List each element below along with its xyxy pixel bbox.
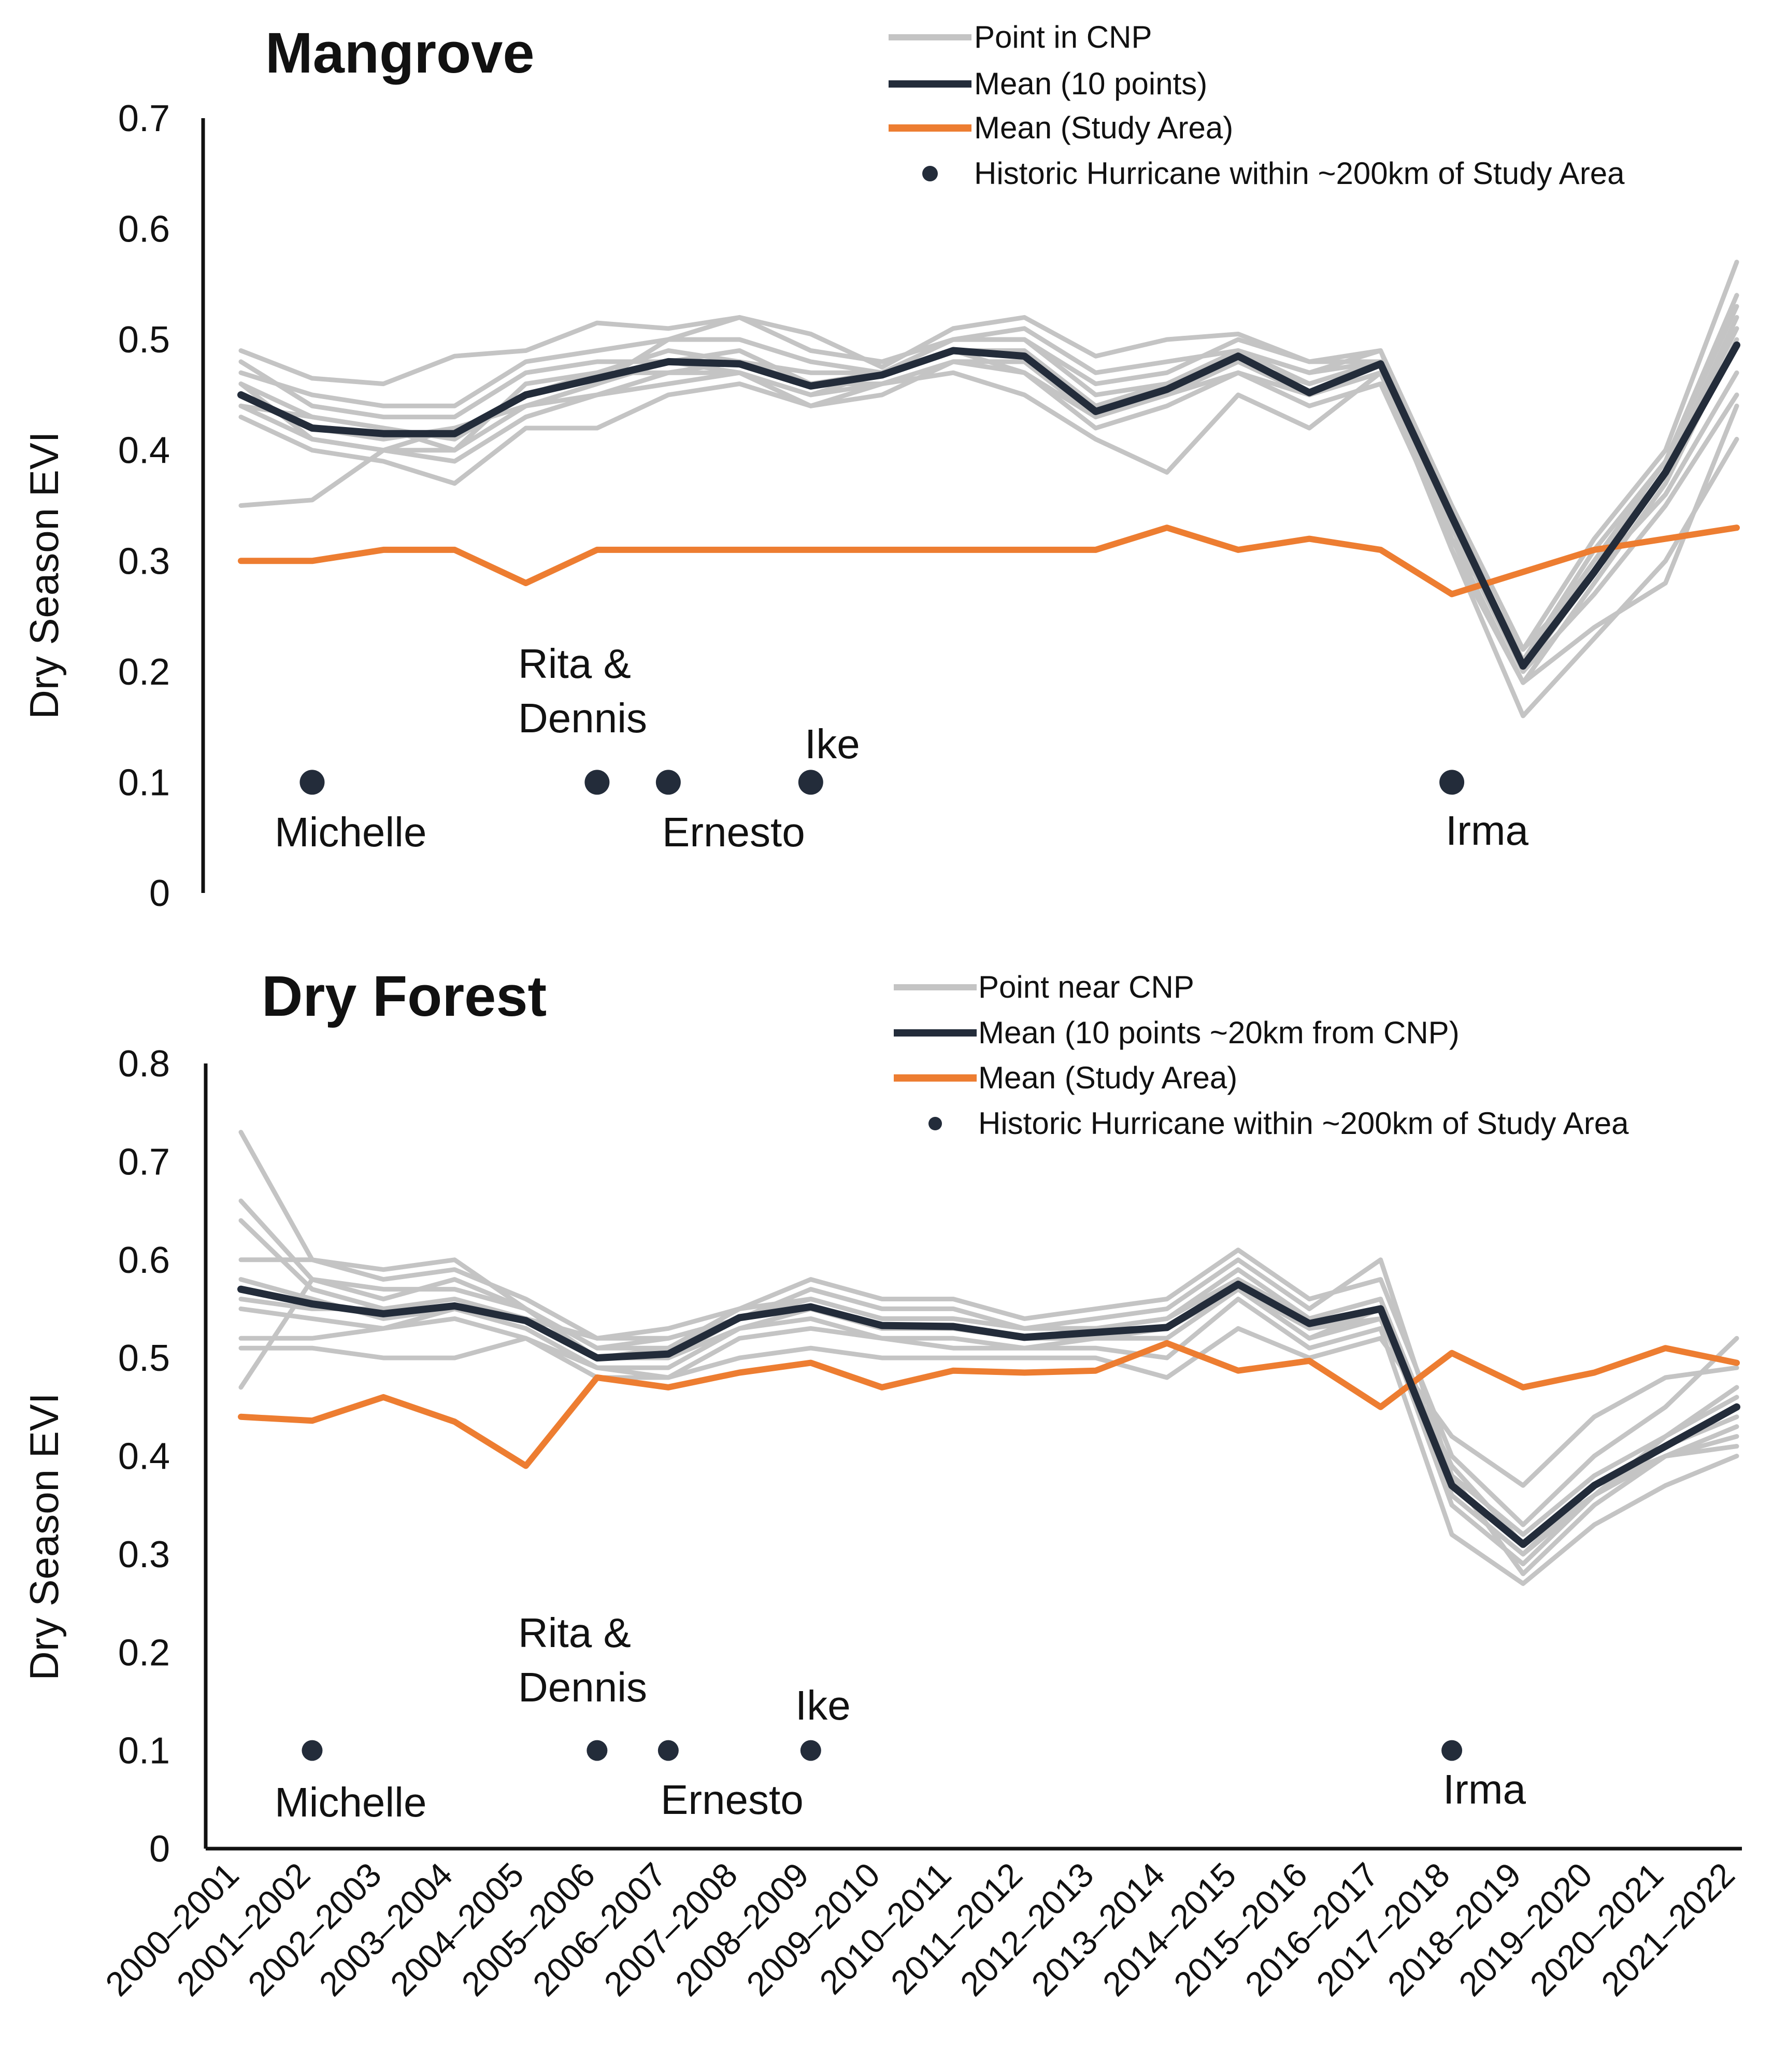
mangrove-series	[237, 260, 1740, 718]
mangrove-legend: Point in CNP Mean (10 points) Mean (Stud…	[889, 20, 1625, 191]
hurricane-marker	[657, 1740, 679, 1761]
hurricane-marker	[299, 770, 325, 795]
mangrove-y-ticks: 0 0.1 0.2 0.3 0.4 0.5 0.6 0.7	[118, 98, 170, 914]
y-tick-label: 0.5	[118, 1338, 170, 1379]
point-series-line	[238, 370, 1739, 718]
hurricane-marker	[587, 1740, 608, 1761]
point-series-line	[238, 1287, 1739, 1547]
point-series-line	[238, 315, 1739, 674]
legend-study-label: Mean (Study Area)	[974, 110, 1233, 145]
y-tick-label: 0.6	[118, 209, 170, 250]
mangrove-panel: Mangrove Dry Season EVI 0 0.1 0.2 0.3 0.4 0.5…	[21, 20, 1740, 914]
point-series-line	[238, 337, 1739, 685]
hurricane-label-ernesto: Ernesto	[661, 1777, 804, 1823]
y-tick-label: 0.4	[118, 1436, 170, 1478]
hurricane-label-ernesto: Ernesto	[662, 809, 805, 855]
y-tick-label: 0.3	[118, 1534, 170, 1576]
mangrove-hurricane-labels: Michelle Rita & Dennis Ernesto Ike Irma	[275, 641, 1529, 855]
y-tick-label: 0.7	[118, 1141, 170, 1183]
legend-mean-label: Mean (10 points)	[974, 66, 1207, 101]
dry-forest-y-ticks: 0 0.1 0.2 0.3 0.4 0.5 0.6 0.7 0.8	[118, 1043, 170, 1870]
legend-hurricane-marker	[928, 1117, 942, 1130]
y-tick-label: 0.3	[118, 541, 170, 582]
legend-point-label: Point near CNP	[978, 970, 1194, 1004]
hurricane-label-michelle: Michelle	[275, 809, 426, 855]
hurricane-marker	[798, 770, 823, 795]
y-tick-label: 0.4	[118, 430, 170, 472]
y-tick-label: 0.1	[118, 762, 170, 803]
y-tick-label: 0.2	[118, 651, 170, 693]
hurricane-label-rita-dennis-line2: Dennis	[518, 695, 647, 741]
hurricane-label-rita-dennis-line1: Rita &	[518, 1610, 631, 1656]
legend-mean-label: Mean (10 points ~20km from CNP)	[978, 1015, 1460, 1050]
legend-hurricane-marker	[922, 166, 938, 181]
dry-forest-title: Dry Forest	[262, 964, 547, 1028]
hurricane-marker	[1439, 770, 1465, 795]
legend-point-label: Point in CNP	[974, 20, 1152, 54]
point-series-line	[238, 1326, 1739, 1488]
hurricane-label-ike: Ike	[795, 1682, 851, 1728]
point-series-line	[238, 359, 1739, 652]
point-series-line	[238, 1198, 1739, 1577]
y-tick-label: 0.7	[118, 98, 170, 139]
legend-hurricane-label: Historic Hurricane within ~200km of Stud…	[978, 1106, 1629, 1141]
point-series-line	[238, 260, 1739, 652]
hurricane-label-irma: Irma	[1446, 807, 1529, 854]
legend-study-label: Mean (Study Area)	[978, 1060, 1237, 1095]
mangrove-y-axis-label: Dry Season EVI	[21, 432, 67, 719]
y-tick-label: 0	[149, 1828, 170, 1870]
mangrove-hurricanes	[299, 770, 1465, 795]
hurricane-marker	[584, 770, 610, 795]
dry-forest-hurricanes	[302, 1740, 1463, 1761]
dry-forest-legend: Point near CNP Mean (10 points ~20km fro…	[894, 970, 1629, 1141]
dry-forest-y-axis-label: Dry Season EVI	[21, 1393, 67, 1681]
point-series-line	[238, 326, 1739, 663]
dry-forest-series	[237, 1130, 1740, 1586]
study-area-series-line	[238, 524, 1740, 598]
study-area-series-line	[238, 1340, 1740, 1469]
dry-forest-panel: Dry Forest Dry Season EVI 00.10.20.30.40…	[21, 964, 1742, 2003]
y-tick-label: 0.2	[118, 1632, 170, 1673]
hurricane-label-ike: Ike	[805, 721, 860, 767]
dry-forest-x-ticks: 2000–20012001–20022002–20032003–20042004…	[98, 1855, 1742, 2004]
hurricane-marker	[1441, 1740, 1463, 1761]
dry-forest-hurricane-labels: Michelle Rita & Dennis Ernesto Ike Irma	[275, 1610, 1526, 1825]
mean-series-line	[237, 341, 1740, 670]
mangrove-title: Mangrove	[265, 21, 535, 85]
y-tick-label: 0	[149, 873, 170, 914]
hurricane-label-michelle: Michelle	[275, 1779, 426, 1825]
y-tick-label: 0.5	[118, 319, 170, 361]
y-tick-label: 0.6	[118, 1240, 170, 1281]
hurricane-marker	[655, 770, 681, 795]
legend-hurricane-label: Historic Hurricane within ~200km of Stud…	[974, 156, 1625, 191]
hurricane-marker	[302, 1740, 323, 1761]
point-series-line	[238, 1218, 1739, 1557]
hurricane-label-rita-dennis-line1: Rita &	[518, 641, 631, 687]
hurricane-label-irma: Irma	[1443, 1766, 1526, 1812]
point-series-line	[238, 1297, 1739, 1586]
mean-series-line	[237, 1281, 1740, 1548]
hurricane-marker	[800, 1740, 821, 1761]
y-tick-label: 0.1	[118, 1730, 170, 1772]
hurricane-label-rita-dennis-line2: Dennis	[518, 1664, 647, 1710]
point-series-line	[238, 337, 1739, 674]
y-tick-label: 0.8	[118, 1043, 170, 1085]
point-series-line	[238, 1287, 1739, 1547]
